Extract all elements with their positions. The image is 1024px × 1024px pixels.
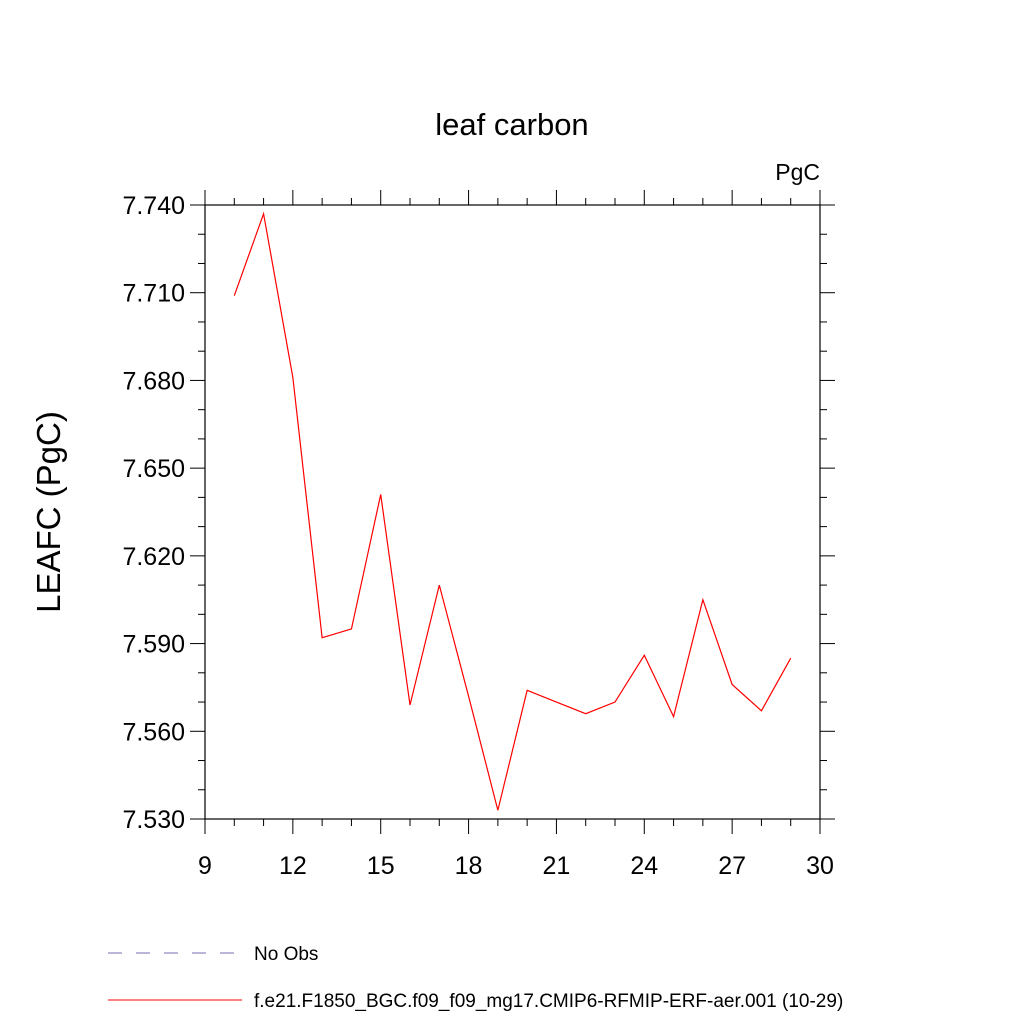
units-label: PgC [775, 159, 820, 185]
x-tick-label: 18 [455, 852, 483, 880]
y-axis-label: LEAFC (PgC) [30, 411, 67, 613]
axis-ticks [190, 190, 835, 834]
x-tick-label: 30 [806, 852, 834, 880]
x-tick-label: 27 [718, 852, 746, 880]
series-line [233, 211, 792, 811]
y-tick-label: 7.680 [122, 367, 185, 395]
y-tick-labels: 7.530 7.560 7.590 7.620 7.650 7.680 7.710 7.740 [122, 192, 185, 834]
legend: No Obs f.e21.F1850_BGC.f09_f09_mg17.CMIP… [108, 944, 843, 1012]
chart-title: leaf carbon [435, 107, 588, 142]
y-tick-label: 7.620 [122, 543, 185, 571]
y-tick-label: 7.530 [122, 806, 185, 834]
y-tick-label: 7.650 [122, 455, 185, 483]
legend-label-no-obs: No Obs [254, 944, 318, 965]
series-lines [233, 211, 792, 811]
x-tick-label: 21 [543, 852, 571, 880]
x-tick-label: 15 [367, 852, 395, 880]
x-tick-label: 9 [198, 852, 212, 880]
y-tick-label: 7.560 [122, 718, 185, 746]
x-tick-label: 24 [630, 852, 658, 880]
y-tick-label: 7.710 [122, 280, 185, 308]
y-tick-label: 7.740 [122, 192, 185, 220]
legend-label-series: f.e21.F1850_BGC.f09_f09_mg17.CMIP6-RFMIP… [254, 991, 843, 1012]
x-tick-label: 12 [279, 852, 307, 880]
y-tick-label: 7.590 [122, 631, 185, 659]
x-tick-labels: 9 12 15 18 21 24 27 30 [198, 852, 834, 880]
plot-frame [204, 204, 821, 820]
